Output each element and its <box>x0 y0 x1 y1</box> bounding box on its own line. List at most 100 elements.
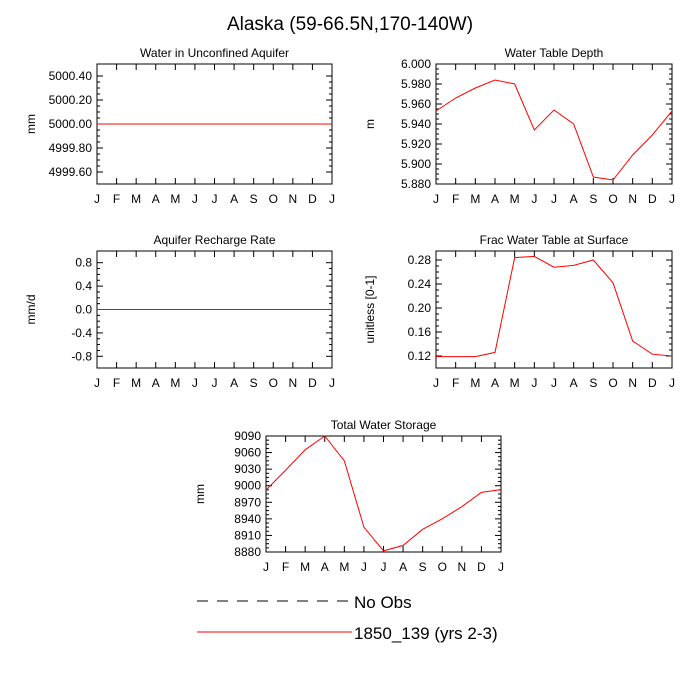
x-tick-label: F <box>452 376 459 390</box>
x-tick-label: F <box>113 376 120 390</box>
series-line <box>265 435 502 552</box>
plot-frame <box>435 63 673 185</box>
x-tick-label: F <box>282 560 289 574</box>
x-tick-label: M <box>510 192 520 206</box>
chart-title: Water in Unconfined Aquifer <box>140 46 289 60</box>
y-tick-label: 9030 <box>234 462 261 476</box>
y-tick-label: 5.960 <box>401 97 431 111</box>
x-tick-label: J <box>551 376 557 390</box>
x-tick-label: O <box>269 192 278 206</box>
chart-title: Aquifer Recharge Rate <box>153 233 275 247</box>
y-tick-label: 0.20 <box>408 301 432 315</box>
y-axis-label: m <box>363 119 377 129</box>
figure-title: Alaska (59-66.5N,170-140W) <box>226 14 474 35</box>
x-tick-label: M <box>470 192 480 206</box>
x-tick-label: A <box>152 376 160 390</box>
y-tick-label: 4999.80 <box>49 141 93 155</box>
y-axis-label: mm <box>24 114 38 134</box>
x-tick-label: O <box>608 192 617 206</box>
y-tick-label: 8940 <box>234 512 261 526</box>
y-tick-label: 5.900 <box>401 157 431 171</box>
x-tick-label: N <box>628 376 637 390</box>
x-tick-label: S <box>419 560 427 574</box>
y-tick-label: 0.0 <box>75 303 92 317</box>
x-tick-label: F <box>113 192 120 206</box>
x-tick-label: J <box>433 376 439 390</box>
x-tick-label: J <box>94 192 100 206</box>
x-tick-label: D <box>648 376 657 390</box>
x-tick-label: O <box>438 560 447 574</box>
legend-label-obs: No Obs <box>354 593 412 612</box>
x-tick-label: A <box>491 192 499 206</box>
x-tick-label: J <box>192 192 198 206</box>
x-tick-label: J <box>498 560 504 574</box>
y-tick-label: 0.16 <box>408 325 432 339</box>
x-tick-label: N <box>457 560 466 574</box>
y-tick-label: 5.920 <box>401 137 431 151</box>
y-tick-label: 5.880 <box>401 177 431 191</box>
x-tick-label: J <box>192 376 198 390</box>
legend-label-model: 1850_139 (yrs 2-3) <box>354 624 498 643</box>
y-axis-label: unitless [0-1] <box>363 275 377 343</box>
y-tick-label: 9060 <box>234 446 261 460</box>
x-tick-label: A <box>230 376 238 390</box>
y-axis-label: mm/d <box>24 295 38 325</box>
x-tick-label: M <box>131 376 141 390</box>
y-tick-label: 0.28 <box>408 253 432 267</box>
x-tick-label: M <box>339 560 349 574</box>
x-tick-label: J <box>361 560 367 574</box>
y-tick-label: 5.940 <box>401 117 431 131</box>
chart-panel-4: Frac Water Table at Surface unitless [0-1… <box>363 233 675 390</box>
y-tick-label: -0.8 <box>71 349 92 363</box>
x-tick-label: S <box>589 376 597 390</box>
x-tick-label: A <box>570 192 578 206</box>
x-tick-label: A <box>321 560 329 574</box>
x-tick-label: S <box>250 192 258 206</box>
x-tick-label: M <box>170 376 180 390</box>
x-tick-label: J <box>433 192 439 206</box>
x-tick-label: D <box>477 560 486 574</box>
x-tick-label: D <box>308 376 317 390</box>
x-tick-label: A <box>399 560 407 574</box>
y-tick-label: 5000.20 <box>49 93 93 107</box>
y-tick-label: 4999.60 <box>49 165 93 179</box>
x-tick-label: J <box>669 376 675 390</box>
x-tick-label: S <box>589 192 597 206</box>
x-tick-label: J <box>94 376 100 390</box>
y-axis-label: mm <box>193 484 207 504</box>
x-tick-label: M <box>170 192 180 206</box>
y-tick-label: 9000 <box>234 479 261 493</box>
x-tick-label: J <box>381 560 387 574</box>
y-tick-label: 6.000 <box>401 57 431 71</box>
x-tick-label: J <box>669 192 675 206</box>
y-tick-label: 8970 <box>234 495 261 509</box>
y-tick-label: 8910 <box>234 528 261 542</box>
x-tick-label: A <box>570 376 578 390</box>
chart-title: Frac Water Table at Surface <box>480 233 629 247</box>
x-tick-label: D <box>308 192 317 206</box>
y-tick-label: 8880 <box>234 545 261 559</box>
x-tick-label: J <box>329 192 335 206</box>
y-tick-label: 9090 <box>234 429 261 443</box>
x-tick-label: J <box>551 192 557 206</box>
y-tick-label: 0.4 <box>75 279 92 293</box>
series-line <box>435 79 673 181</box>
series-line <box>436 255 673 358</box>
x-tick-label: M <box>300 560 310 574</box>
y-tick-label: 5000.40 <box>49 69 93 83</box>
y-tick-label: 5000.00 <box>49 117 93 131</box>
x-tick-label: J <box>212 192 218 206</box>
chart-title: Total Water Storage <box>331 418 437 432</box>
x-tick-label: A <box>152 192 160 206</box>
x-tick-label: J <box>212 376 218 390</box>
plot-frame <box>435 250 673 369</box>
x-tick-label: J <box>329 376 335 390</box>
y-tick-label: 0.12 <box>408 349 432 363</box>
y-tick-label: -0.4 <box>71 326 92 340</box>
x-tick-label: J <box>531 376 537 390</box>
